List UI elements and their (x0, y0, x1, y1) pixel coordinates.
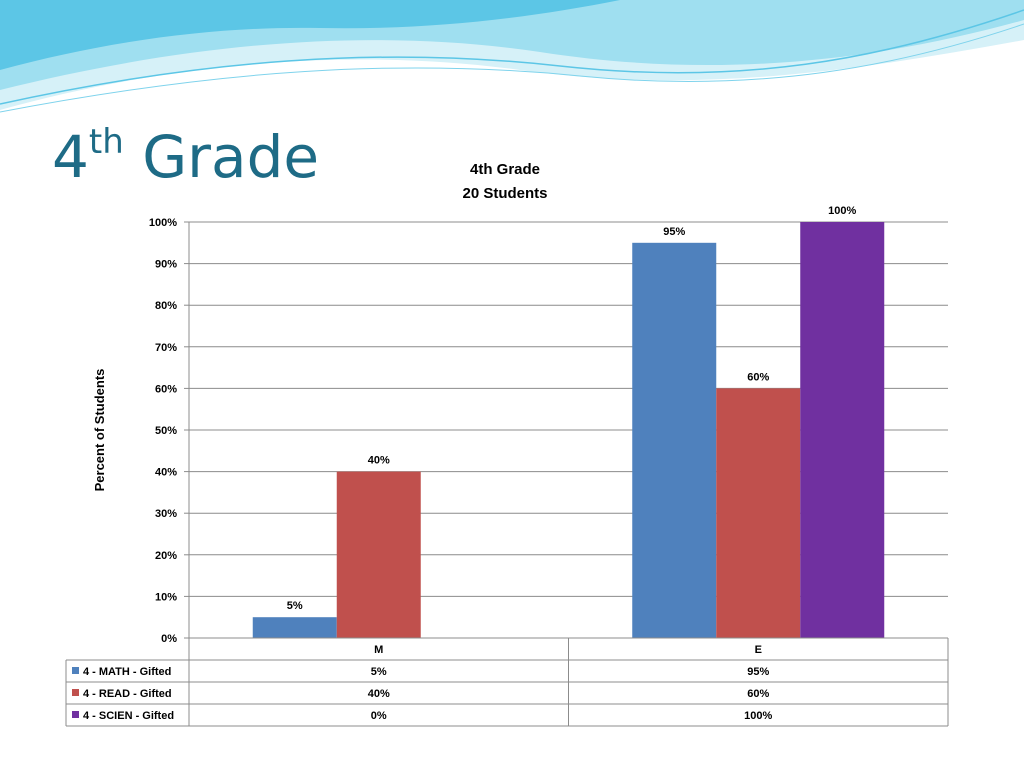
y-tick-label: 20% (155, 550, 177, 562)
bar--scien-gifted-e (800, 222, 885, 638)
legend-swatch (72, 667, 79, 674)
legend-swatch (72, 711, 79, 718)
y-tick-label: 10% (155, 591, 177, 603)
table-cell: 5% (371, 666, 387, 678)
table-cell: 95% (747, 666, 769, 678)
data-label: 60% (747, 371, 769, 383)
bar--read-gifted-m (336, 471, 421, 638)
header-wave-decoration (0, 0, 1024, 113)
data-table: M E 4 - MATH - Gifted 5% 95% 4 - READ - Gifte… (65, 637, 949, 727)
y-tick-label: 40% (155, 467, 177, 479)
x-category-label: E (755, 644, 762, 656)
table-cell: 40% (368, 688, 390, 700)
y-tick-label: 50% (155, 425, 177, 437)
legend-label: 4 - SCIEN - Gifted (83, 710, 174, 722)
slide-title-number: 4 (52, 123, 89, 191)
y-tick-label: 100% (149, 217, 177, 229)
legend-label: 4 - MATH - Gifted (83, 666, 171, 678)
bar--read-gifted-e (716, 388, 801, 638)
legend-label: 4 - READ - Gifted (83, 688, 172, 700)
table-cell: 0% (371, 710, 387, 722)
x-category-label: M (374, 644, 383, 656)
chart-bars (252, 222, 885, 639)
data-label: 40% (368, 455, 390, 467)
chart-title-line1: 4th Grade (470, 161, 540, 178)
y-axis-ticks: 0% 10% 20% 30% 40% 50% 60% 70% 80% 90% 100% (149, 217, 177, 645)
y-axis-label: Percent of Students (92, 369, 107, 492)
data-label: 5% (287, 600, 303, 612)
table-cell: 60% (747, 688, 769, 700)
chart-title-line2: 20 Students (462, 185, 547, 202)
table-cell: 100% (744, 710, 772, 722)
slide-title: 4th Grade (52, 125, 319, 186)
data-label: 95% (663, 226, 685, 238)
slide-title-suffix: th (88, 121, 124, 162)
y-tick-label: 30% (155, 508, 177, 520)
data-label: 100% (828, 205, 856, 217)
y-tick-label: 0% (161, 633, 177, 645)
bar--math-gifted-m (252, 617, 337, 638)
legend-swatch (72, 689, 79, 696)
y-tick-label: 70% (155, 342, 177, 354)
y-tick-label: 60% (155, 383, 177, 395)
bar--math-gifted-e (632, 242, 717, 639)
y-tick-label: 90% (155, 259, 177, 271)
y-tick-label: 80% (155, 300, 177, 312)
slide-title-text: Grade (123, 123, 320, 191)
data-labels: 5% 95% 40% 60% 100% (287, 205, 857, 612)
